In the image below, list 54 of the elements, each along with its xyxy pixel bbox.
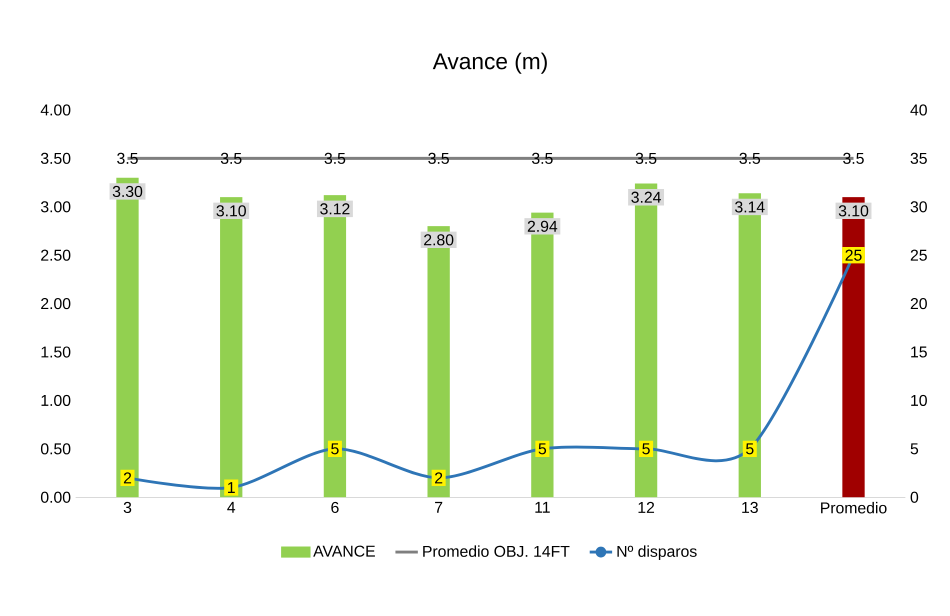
data-label: 1 bbox=[228, 482, 235, 493]
y-tick-label: 0.00 bbox=[40, 491, 70, 503]
x-tick-label: 6 bbox=[331, 502, 339, 513]
y2-tick-label: 35 bbox=[910, 152, 927, 164]
data-label: 3.5 bbox=[843, 152, 864, 164]
data-label: 5 bbox=[642, 443, 650, 454]
data-label: 3.5 bbox=[117, 152, 138, 164]
data-label: 3.10 bbox=[838, 205, 868, 216]
legend-label: Nº disparos bbox=[617, 545, 697, 560]
legend-label: Promedio OBJ. 14FT bbox=[423, 545, 570, 557]
data-label: 3.5 bbox=[532, 152, 553, 164]
y2-tick-label: 20 bbox=[910, 298, 927, 309]
data-label: 25 bbox=[846, 249, 862, 261]
y2-tick-label: 40 bbox=[910, 104, 927, 116]
chart-title: Avance (m) bbox=[432, 52, 547, 74]
y2-tick-label: 25 bbox=[910, 249, 927, 261]
y-tick-label: 0.50 bbox=[40, 443, 70, 454]
data-label: 3.5 bbox=[220, 152, 242, 164]
data-label: 3.10 bbox=[216, 205, 246, 216]
data-label: 5 bbox=[746, 443, 754, 454]
data-label: 3.5 bbox=[324, 152, 346, 164]
y2-tick-label: 5 bbox=[910, 443, 918, 454]
y-tick-label: 3.50 bbox=[40, 152, 70, 164]
data-label: 3.5 bbox=[636, 152, 656, 164]
y-tick-label: 1.50 bbox=[42, 346, 70, 358]
data-label: 2.80 bbox=[424, 234, 454, 246]
y-tick-label: 2.50 bbox=[41, 249, 70, 261]
data-label: 5 bbox=[538, 443, 546, 454]
data-label: 5 bbox=[331, 443, 339, 454]
data-label: 2.94 bbox=[528, 220, 558, 232]
y2-tick-label: 15 bbox=[911, 346, 927, 358]
data-label: 3.12 bbox=[320, 203, 350, 214]
y2-tick-label: 10 bbox=[911, 394, 927, 406]
data-label: 3.30 bbox=[112, 186, 142, 197]
y-tick-label: 3.00 bbox=[40, 201, 70, 212]
data-label: 3.5 bbox=[739, 152, 760, 164]
x-tick-label: 11 bbox=[535, 502, 550, 513]
y-tick-label: 1.00 bbox=[42, 394, 70, 406]
x-tick-label: 12 bbox=[638, 502, 654, 513]
data-label: 3.14 bbox=[735, 201, 765, 212]
data-label: 2 bbox=[124, 472, 132, 484]
legend-label: AVANCE bbox=[313, 545, 375, 557]
data-label: 3.5 bbox=[428, 152, 449, 164]
x-tick-label: Promedio bbox=[821, 502, 887, 514]
x-tick-label: 13 bbox=[742, 502, 758, 513]
data-label: 3.24 bbox=[631, 192, 661, 203]
x-tick-label: 4 bbox=[227, 502, 236, 513]
y2-tick-label: 30 bbox=[910, 201, 927, 212]
y2-tick-label: 0 bbox=[910, 491, 918, 503]
y-tick-label: 4.00 bbox=[40, 104, 70, 116]
y-tick-label: 2.00 bbox=[41, 298, 70, 309]
data-label: 2 bbox=[435, 472, 442, 484]
x-tick-label: 7 bbox=[435, 502, 442, 513]
x-tick-label: 3 bbox=[124, 502, 132, 513]
